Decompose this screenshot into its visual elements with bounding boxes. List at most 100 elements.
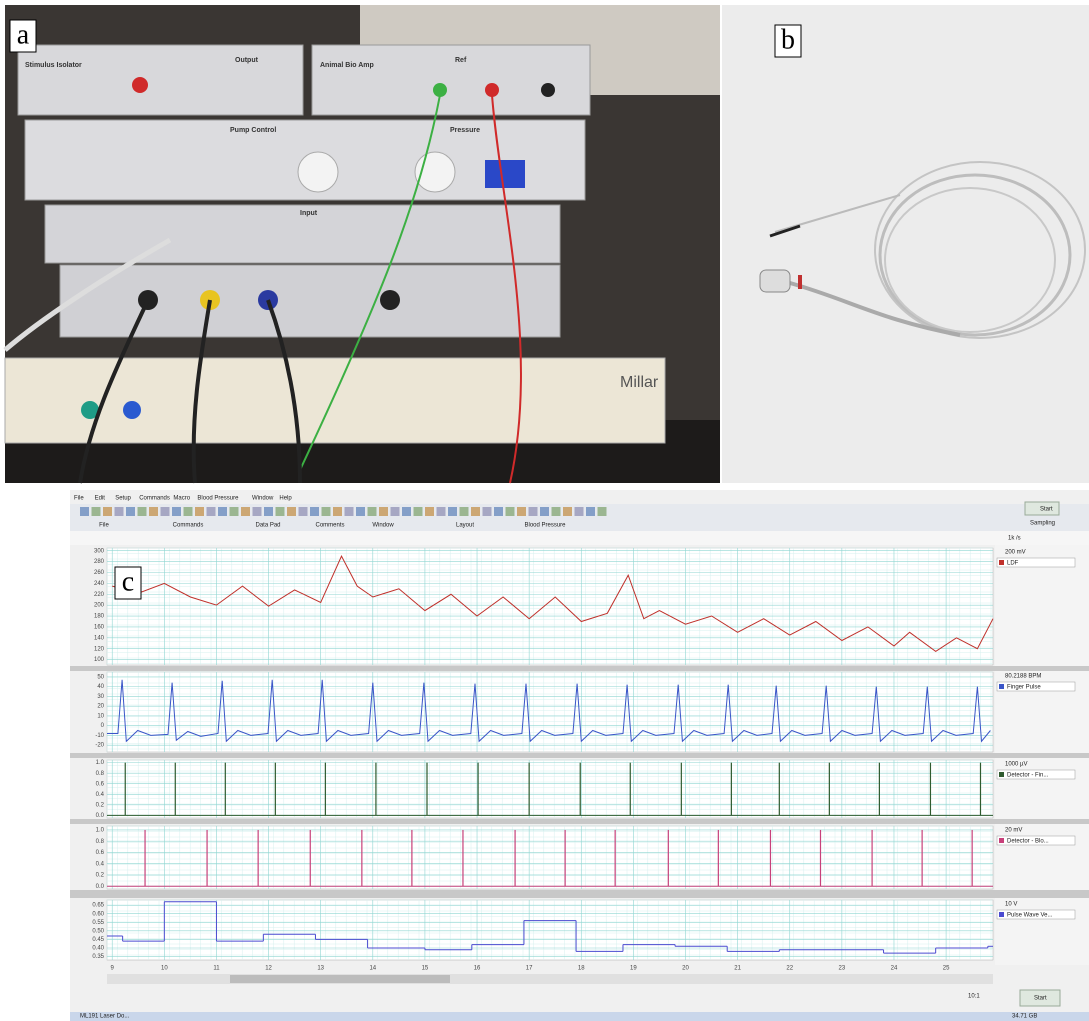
channel-box[interactable]: [996, 681, 1076, 692]
connector: [759, 269, 791, 293]
start-label[interactable]: Start: [1040, 507, 1053, 513]
cable: [78, 299, 150, 484]
channel-swatch: [999, 912, 1004, 917]
toolbar-icon[interactable]: [252, 507, 262, 516]
channel-box[interactable]: [996, 909, 1076, 920]
taskbar-item[interactable]: ML191 Laser Do...: [80, 1014, 130, 1020]
toolbar-icon[interactable]: [448, 507, 457, 516]
toolbar-icon[interactable]: [206, 507, 216, 516]
menu-item[interactable]: Edit: [95, 496, 106, 502]
toolbar-icon[interactable]: [183, 507, 193, 516]
toolbar-icon[interactable]: [425, 507, 434, 516]
y-tick-label: 140: [94, 635, 105, 641]
channel-box[interactable]: [996, 769, 1076, 780]
channel-name[interactable]: Finger Pulse: [1007, 685, 1041, 691]
toolbar-icon[interactable]: [517, 507, 526, 516]
toolbar-icon[interactable]: [80, 507, 89, 516]
toolbar-icon[interactable]: [103, 507, 112, 516]
x-tick-label: 15: [422, 966, 429, 972]
device: [44, 204, 561, 264]
y-tick-label: 280: [94, 559, 105, 565]
toolbar-icon[interactable]: [413, 507, 423, 516]
y-tick-label: 30: [97, 694, 104, 700]
x-tick-label: 9: [111, 966, 115, 972]
toolbar-icon[interactable]: [551, 507, 561, 516]
toolbar-icon[interactable]: [471, 507, 480, 516]
toolbar-icon[interactable]: [241, 507, 250, 516]
toolbar-icon[interactable]: [321, 507, 331, 516]
toolbar-icon[interactable]: [218, 507, 227, 516]
toolbar-icon[interactable]: [275, 507, 285, 516]
y-tick-label: 240: [94, 581, 105, 587]
start-button[interactable]: [1019, 989, 1061, 1007]
toolbar-icon[interactable]: [390, 507, 400, 516]
toolbar-icon[interactable]: [126, 507, 135, 516]
toolbar-icon[interactable]: [298, 507, 308, 516]
toolbar-icon[interactable]: [195, 507, 204, 516]
menu-item[interactable]: Commands: [139, 496, 170, 502]
photo-bg: [722, 5, 1089, 483]
x-tick-label: 11: [213, 966, 220, 972]
toolbar-icon[interactable]: [528, 507, 538, 516]
toolbar-icon[interactable]: [494, 507, 503, 516]
toolbar-icon[interactable]: [137, 507, 147, 516]
channel-name[interactable]: Pulse Wave Ve...: [1007, 913, 1053, 919]
photo-a: Stimulus Isolator Output Animal Bio Amp …: [3, 5, 720, 484]
channel-box[interactable]: [996, 835, 1076, 846]
toolbar-icon[interactable]: [91, 507, 101, 516]
channel-scale: 20 mV: [1005, 828, 1022, 834]
toolbar-icon[interactable]: [287, 507, 296, 516]
rate-label: 1k /s: [1008, 536, 1021, 542]
x-tick-label: 18: [578, 966, 585, 972]
cable: [491, 94, 522, 484]
menu-item[interactable]: Help: [279, 496, 292, 502]
toolbar-icon[interactable]: [563, 507, 572, 516]
channel-box[interactable]: [996, 557, 1076, 568]
toolbar-icon[interactable]: [160, 507, 170, 516]
toolbar-icon[interactable]: [459, 507, 469, 516]
x-tick-label: 21: [734, 966, 741, 972]
channel-scale: 200 mV: [1005, 550, 1026, 556]
channel-name[interactable]: Detector - Fin...: [1007, 773, 1049, 779]
toolbar-icon[interactable]: [482, 507, 492, 516]
menu-item[interactable]: File: [74, 496, 84, 502]
channel-scale: 1000 µV: [1005, 762, 1027, 768]
toolbar-icon[interactable]: [586, 507, 595, 516]
toolbar-icon[interactable]: [402, 507, 411, 516]
jack: [132, 77, 148, 93]
x-tick-label: 16: [474, 966, 481, 972]
trace: [107, 679, 991, 743]
menu-item[interactable]: Window: [252, 496, 274, 502]
toolbar-icon[interactable]: [367, 507, 377, 516]
menu-item[interactable]: Setup: [115, 496, 131, 502]
menu-item[interactable]: Blood Pressure: [197, 496, 239, 502]
toolbar-icon[interactable]: [114, 507, 124, 516]
y-tick-label: 0.35: [92, 954, 104, 960]
toolbar-icon[interactable]: [310, 507, 319, 516]
toolbar-icon[interactable]: [436, 507, 446, 516]
x-tick-label: 19: [630, 966, 637, 972]
toolbar-icon[interactable]: [540, 507, 549, 516]
toolbar-icon[interactable]: [264, 507, 273, 516]
toolbar-icon[interactable]: [597, 507, 607, 516]
toolbar-icon[interactable]: [574, 507, 584, 516]
menu-item[interactable]: Macro: [173, 496, 190, 502]
cable: [191, 299, 212, 484]
toolbar-icon[interactable]: [229, 507, 239, 516]
scroll-thumb[interactable]: [230, 975, 450, 983]
start-button[interactable]: [1024, 501, 1060, 516]
toolbar-group-label: Window: [372, 523, 394, 529]
connector: [380, 290, 400, 310]
toolbar-icon[interactable]: [505, 507, 515, 516]
toolbar-icon[interactable]: [172, 507, 181, 516]
x-tick-label: 20: [682, 966, 689, 972]
jack: [433, 83, 447, 97]
toolbar-icon[interactable]: [344, 507, 354, 516]
toolbar-icon[interactable]: [149, 507, 158, 516]
toolbar-icon[interactable]: [333, 507, 342, 516]
toolbar-icon[interactable]: [379, 507, 388, 516]
channel-name[interactable]: Detector - Blo...: [1007, 839, 1049, 845]
channel-name[interactable]: LDF: [1007, 561, 1019, 567]
start-label[interactable]: Start: [1034, 996, 1047, 1002]
toolbar-icon[interactable]: [356, 507, 365, 516]
